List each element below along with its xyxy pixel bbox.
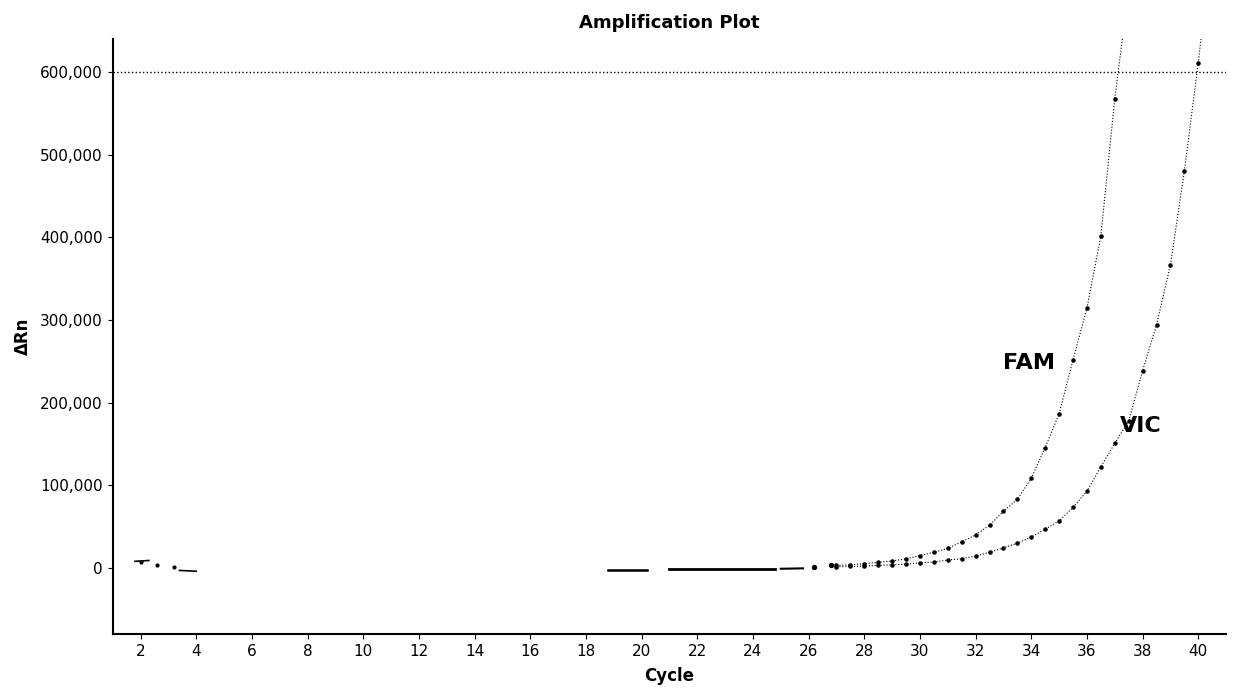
Point (937, 554, 957, 565)
Point (980, 519, 999, 531)
Point (854, 558, 874, 569)
Point (966, 529, 986, 540)
Point (1091, 231, 1111, 242)
Point (1188, 57, 1208, 68)
Point (924, 556, 944, 568)
Point (910, 557, 930, 568)
Point (1035, 442, 1055, 453)
Point (924, 547, 944, 558)
Point (897, 559, 916, 570)
Text: VIC: VIC (1120, 416, 1162, 435)
Point (821, 560, 841, 571)
Point (952, 553, 972, 564)
Point (1049, 408, 1069, 419)
Point (1174, 166, 1194, 177)
Point (910, 550, 930, 561)
Point (993, 506, 1013, 517)
Point (882, 559, 901, 570)
Point (1007, 538, 1027, 549)
Text: FAM: FAM (1003, 353, 1055, 373)
Point (1007, 493, 1027, 505)
X-axis label: Cycle: Cycle (645, 667, 694, 685)
Point (882, 556, 901, 567)
Point (952, 536, 972, 547)
Point (993, 542, 1013, 554)
Point (1063, 354, 1083, 366)
Point (1105, 93, 1125, 104)
Title: Amplification Plot: Amplification Plot (579, 14, 760, 32)
Point (1161, 259, 1180, 271)
Point (1063, 502, 1083, 513)
Point (827, 561, 847, 572)
Point (130, 556, 150, 568)
Point (868, 560, 888, 571)
Point (1091, 461, 1111, 473)
Point (1078, 303, 1097, 314)
Point (937, 543, 957, 554)
Point (1078, 486, 1097, 497)
Point (1105, 438, 1125, 449)
Point (1147, 319, 1167, 331)
Point (827, 560, 847, 571)
Point (1049, 515, 1069, 526)
Point (148, 559, 167, 570)
Y-axis label: ΔRn: ΔRn (14, 318, 32, 355)
Point (868, 556, 888, 568)
Point (164, 561, 184, 572)
Point (841, 559, 861, 570)
Point (805, 561, 825, 572)
Point (966, 551, 986, 562)
Point (1022, 473, 1042, 484)
Point (841, 561, 861, 572)
Point (1022, 531, 1042, 542)
Point (1118, 415, 1138, 426)
Point (980, 547, 999, 558)
Point (854, 561, 874, 572)
Point (897, 554, 916, 565)
Point (1035, 524, 1055, 535)
Point (1132, 365, 1152, 376)
